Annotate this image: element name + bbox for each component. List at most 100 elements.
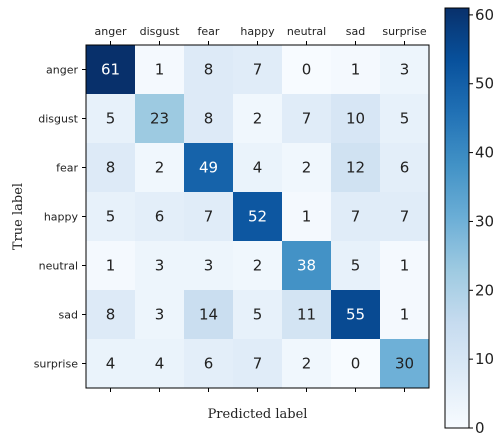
y-axis-title: True label [11, 183, 26, 250]
heatmap-cell [86, 45, 135, 94]
cell-value: 3 [204, 257, 214, 275]
cell-value: 2 [155, 159, 165, 177]
y-tick-label: sad [59, 309, 78, 322]
y-axis-ticks: anger disgust fear happy neutral sad surprise [34, 64, 86, 371]
cell-value: 10 [346, 110, 365, 128]
x-tick-label: sad [346, 25, 365, 38]
cell-value: 8 [106, 159, 116, 177]
cell-value: 7 [302, 110, 312, 128]
cell-value: 6 [204, 355, 214, 373]
cell-value: 7 [400, 208, 410, 226]
x-tick-label: neutral [287, 25, 326, 38]
x-tick-label: fear [198, 25, 220, 38]
heatmap-cell [135, 45, 184, 94]
heatmap-cell [184, 45, 233, 94]
cell-value: 4 [106, 355, 116, 373]
colorbar: 0 10 20 30 40 50 60 [444, 6, 494, 435]
cell-value: 52 [248, 208, 267, 226]
heatmap-cell [233, 94, 282, 143]
cell-value: 1 [106, 257, 116, 275]
x-axis-ticks: anger disgust fear happy neutral sad surprise [95, 25, 427, 392]
heatmap-cell [184, 290, 233, 339]
cell-value: 5 [253, 306, 263, 324]
cell-value: 6 [155, 208, 165, 226]
cell-value: 49 [199, 159, 218, 177]
cell-value: 5 [106, 110, 116, 128]
cell-value: 2 [302, 159, 312, 177]
cell-value: 11 [297, 306, 316, 324]
cell-value: 7 [204, 208, 214, 226]
cell-value: 0 [302, 61, 312, 79]
cell-value: 2 [302, 355, 312, 373]
heatmap-cell [233, 290, 282, 339]
heatmap-cell [233, 192, 282, 241]
cell-value: 12 [346, 159, 365, 177]
cell-value: 2 [253, 257, 263, 275]
cell-value: 7 [253, 355, 263, 373]
heatmap-cell [282, 143, 331, 192]
heatmap-cell [331, 339, 380, 388]
heatmap-cell [233, 339, 282, 388]
cell-value: 55 [346, 306, 365, 324]
heatmap-cell [331, 143, 380, 192]
heatmap-cell [86, 339, 135, 388]
heatmap-cell [184, 143, 233, 192]
heatmap-cell [380, 143, 429, 192]
cell-value: 7 [253, 61, 263, 79]
heatmap-cell [86, 192, 135, 241]
cell-value: 38 [297, 257, 316, 275]
heatmap-cell [135, 94, 184, 143]
heatmap-cell [135, 290, 184, 339]
cell-value: 2 [253, 110, 263, 128]
heatmap-cell [86, 143, 135, 192]
heatmap-cell [86, 290, 135, 339]
cell-value: 1 [155, 61, 165, 79]
heatmap-cell [282, 45, 331, 94]
heatmap-cell [233, 45, 282, 94]
colorbar-tick-label: 0 [475, 419, 485, 435]
cell-value: 14 [199, 306, 218, 324]
cell-value: 1 [302, 208, 312, 226]
cell-value: 30 [395, 355, 414, 373]
colorbar-tick-label: 20 [475, 281, 494, 299]
heatmap-cell [135, 339, 184, 388]
y-tick-label: happy [44, 211, 79, 224]
colorbar-tick-label: 30 [475, 212, 494, 230]
heatmap-cell [380, 290, 429, 339]
cell-value: 4 [155, 355, 165, 373]
heatmap-cell [282, 241, 331, 290]
y-tick-label: fear [56, 162, 78, 175]
x-tick-label: surprise [382, 25, 427, 38]
cell-value: 6 [400, 159, 410, 177]
heatmap-cell [86, 241, 135, 290]
heatmap-cell [184, 241, 233, 290]
cell-value: 1 [351, 61, 361, 79]
heatmap-cell [380, 192, 429, 241]
heatmap-cell [282, 339, 331, 388]
y-tick-label: surprise [34, 358, 79, 371]
cell-value: 4 [253, 159, 263, 177]
cell-value: 0 [351, 355, 361, 373]
cell-value: 3 [400, 61, 410, 79]
x-axis-title: Predicted label [208, 407, 308, 422]
cell-value: 8 [106, 306, 116, 324]
heatmap-cell [233, 143, 282, 192]
heatmap-cell [331, 192, 380, 241]
colorbar-tick-label: 10 [475, 350, 494, 368]
heatmap-cell [135, 241, 184, 290]
x-tick-label: anger [95, 25, 127, 38]
colorbar-tick-label: 50 [475, 75, 494, 93]
heatmap-cell [184, 94, 233, 143]
heatmap-cell [135, 143, 184, 192]
cell-value: 23 [150, 110, 169, 128]
x-tick-label: happy [240, 25, 275, 38]
heatmap-cell [184, 339, 233, 388]
cell-value: 3 [155, 257, 165, 275]
heatmap-cell [380, 241, 429, 290]
cell-values: 61 1 8 7 0 1 35 23 8 2 7 10 58 2 49 4 2 12 65 6 7 52 1 7 71 3 3 2 38… [101, 61, 414, 373]
heatmap-cell [282, 192, 331, 241]
heatmap-cell [135, 192, 184, 241]
heatmap-cell [86, 94, 135, 143]
cell-value: 1 [400, 257, 410, 275]
